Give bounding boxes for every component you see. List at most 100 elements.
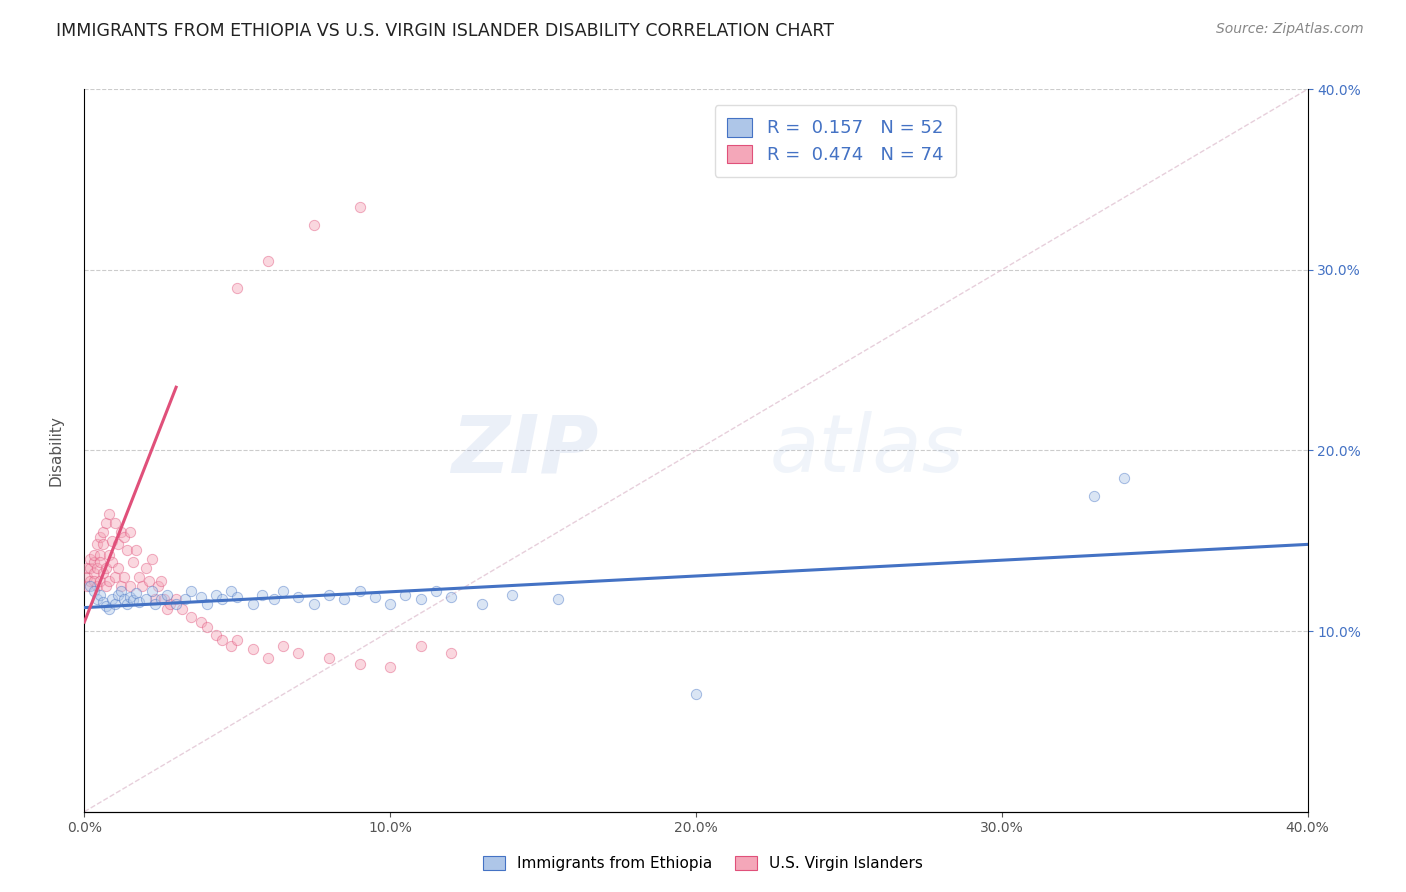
Point <box>107 537 129 551</box>
Point <box>97 602 120 616</box>
Point <box>242 597 264 611</box>
Point <box>94 516 117 530</box>
Point <box>257 253 280 268</box>
Point <box>1083 489 1105 503</box>
Point <box>125 586 148 600</box>
Point <box>333 591 356 606</box>
Legend: Immigrants from Ethiopia, U.S. Virgin Islanders: Immigrants from Ethiopia, U.S. Virgin Is… <box>477 849 929 877</box>
Point <box>226 590 249 604</box>
Point <box>349 200 371 214</box>
Point <box>141 584 163 599</box>
Point <box>83 548 105 562</box>
Point <box>94 561 117 575</box>
Point <box>1114 470 1136 484</box>
Point <box>101 591 124 606</box>
Point <box>122 593 145 607</box>
Point <box>318 651 340 665</box>
Point <box>79 574 101 588</box>
Point <box>425 584 447 599</box>
Point <box>83 566 105 581</box>
Legend: R =  0.157   N = 52, R =  0.474   N = 74: R = 0.157 N = 52, R = 0.474 N = 74 <box>714 105 956 177</box>
Point <box>242 642 264 657</box>
Point <box>125 542 148 557</box>
Point <box>91 566 114 581</box>
Point <box>101 533 124 548</box>
Point <box>165 591 187 606</box>
Point <box>86 561 108 575</box>
Point <box>89 574 111 588</box>
Point <box>226 281 249 295</box>
Point <box>146 579 169 593</box>
Point <box>76 579 98 593</box>
Point <box>79 551 101 566</box>
Point <box>219 584 242 599</box>
Point <box>156 602 179 616</box>
Point <box>143 597 166 611</box>
Point <box>685 687 707 701</box>
Point <box>302 218 325 232</box>
Point <box>149 574 172 588</box>
Point <box>135 591 157 606</box>
Point <box>409 591 432 606</box>
Point <box>143 591 166 606</box>
Point <box>159 597 181 611</box>
Point <box>89 530 111 544</box>
Point <box>120 590 142 604</box>
Point <box>110 524 132 539</box>
Point <box>211 591 233 606</box>
Point <box>115 542 138 557</box>
Point <box>120 579 142 593</box>
Point <box>138 574 160 588</box>
Point <box>174 591 197 606</box>
Point <box>195 597 218 611</box>
Point <box>205 588 228 602</box>
Point <box>135 561 157 575</box>
Text: atlas: atlas <box>769 411 965 490</box>
Point <box>128 570 150 584</box>
Point <box>165 597 187 611</box>
Point <box>86 591 108 606</box>
Point <box>112 591 135 606</box>
Point <box>409 639 432 653</box>
Point <box>190 590 212 604</box>
Point <box>89 548 111 562</box>
Point <box>180 584 202 599</box>
Point <box>97 548 120 562</box>
Point <box>211 633 233 648</box>
Text: IMMIGRANTS FROM ETHIOPIA VS U.S. VIRGIN ISLANDER DISABILITY CORRELATION CHART: IMMIGRANTS FROM ETHIOPIA VS U.S. VIRGIN … <box>56 22 834 40</box>
Point <box>112 570 135 584</box>
Point <box>128 595 150 609</box>
Point <box>89 588 111 602</box>
Point <box>153 591 176 606</box>
Point <box>91 595 114 609</box>
Point <box>76 570 98 584</box>
Point <box>104 597 127 611</box>
Text: ZIP: ZIP <box>451 411 598 490</box>
Point <box>172 602 194 616</box>
Point <box>110 584 132 599</box>
Point <box>115 597 138 611</box>
Point <box>250 588 273 602</box>
Point <box>107 561 129 575</box>
Point <box>364 590 387 604</box>
Y-axis label: Disability: Disability <box>49 415 63 486</box>
Point <box>86 537 108 551</box>
Point <box>83 584 105 599</box>
Point <box>180 609 202 624</box>
Point <box>131 579 153 593</box>
Point <box>394 588 416 602</box>
Text: Source: ZipAtlas.com: Source: ZipAtlas.com <box>1216 22 1364 37</box>
Point <box>91 537 114 551</box>
Point <box>271 639 294 653</box>
Point <box>89 556 111 570</box>
Point <box>318 588 340 602</box>
Point <box>219 639 242 653</box>
Point <box>205 628 228 642</box>
Point <box>104 570 127 584</box>
Point <box>471 597 494 611</box>
Point <box>122 556 145 570</box>
Point <box>107 588 129 602</box>
Point <box>349 584 371 599</box>
Point <box>112 530 135 544</box>
Point <box>83 574 105 588</box>
